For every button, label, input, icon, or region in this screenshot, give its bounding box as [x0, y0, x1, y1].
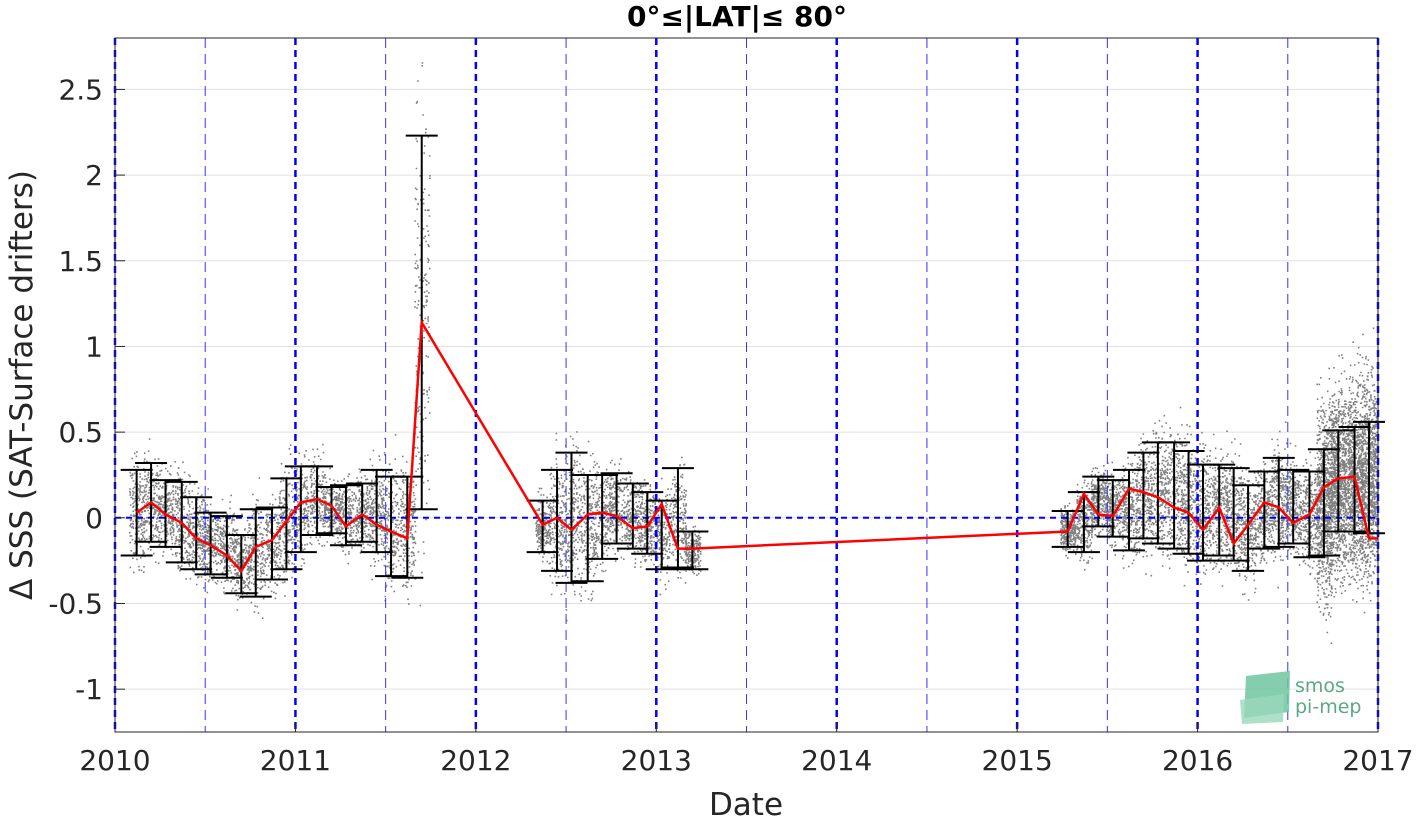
error-bar: [1277, 468, 1310, 545]
y-tick-label: 0.5: [58, 416, 103, 449]
error-bar: [194, 511, 227, 576]
x-tick-label: 2014: [801, 744, 872, 777]
error-bar: [1172, 449, 1205, 555]
y-axis-ticks: -1 -0.5 0 0.5 1 1.5 2 2.5: [48, 73, 125, 706]
error-bar: [526, 499, 559, 554]
error-bar: [661, 467, 694, 569]
error-bar: [329, 484, 362, 547]
error-bar: [1082, 475, 1115, 528]
error-bar: [1248, 470, 1281, 550]
error-bar: [541, 468, 574, 572]
logo-text-pimep: pi-mep: [1295, 696, 1361, 718]
error-bar: [676, 530, 709, 571]
error-bar: [555, 451, 588, 584]
y-tick-label: 0: [85, 502, 103, 535]
y-axis-label: Δ SSS (SAT-Surface drifters): [4, 170, 40, 600]
plot-frame: [114, 37, 1379, 733]
error-bar: [1262, 456, 1295, 548]
error-bar: [600, 472, 633, 545]
error-bar: [225, 533, 258, 595]
error-bar: [239, 508, 272, 598]
x-axis-label: Date: [709, 787, 783, 818]
error-bar: [631, 491, 664, 555]
error-bar: [210, 515, 243, 579]
error-bar: [645, 499, 678, 571]
y-tick-label: 1.5: [58, 245, 103, 278]
error-bar: [1307, 448, 1340, 557]
error-bar: [586, 473, 619, 560]
error-bar: [255, 506, 288, 581]
y-tick-label: 1: [85, 330, 103, 363]
error-bar: [1127, 451, 1160, 540]
error-bar: [1158, 441, 1191, 550]
logo-shape-lower: [1240, 694, 1284, 724]
x-tick-label: 2011: [260, 744, 331, 777]
error-bar: [180, 496, 213, 571]
smos-pi-mep-logo: smos pi-mep: [1240, 671, 1361, 724]
mean-line-series: [135, 318, 1378, 573]
x-tick-label: 2017: [1342, 744, 1413, 777]
y-tick-label: 2.5: [58, 73, 103, 106]
x-axis-ticks: 2010 2011 2012 2013 2014 2015 2016 2017: [79, 722, 1414, 777]
error-bar: [315, 485, 348, 535]
x-tick-label: 2016: [1162, 744, 1233, 777]
y-tick-label: -0.5: [48, 587, 103, 620]
x-tick-label: 2012: [440, 744, 511, 777]
x-tick-label: 2010: [79, 744, 150, 777]
error-bars: [120, 134, 1385, 598]
y-tick-label: -1: [75, 673, 103, 706]
chart-title: 0°≤|LAT|≤ 80°: [627, 0, 847, 33]
error-bar: [1113, 468, 1146, 552]
y-tick-label: 2: [85, 159, 103, 192]
logo-text-smos: smos: [1295, 675, 1345, 697]
x-tick-label: 2013: [621, 744, 692, 777]
error-bar: [270, 477, 303, 571]
error-bar: [1232, 484, 1265, 572]
error-bar: [1096, 479, 1129, 538]
error-bar: [346, 482, 379, 543]
error-bar: [616, 482, 649, 550]
error-bar: [360, 468, 393, 554]
error-bar: [301, 465, 334, 536]
x-tick-label: 2015: [982, 744, 1053, 777]
